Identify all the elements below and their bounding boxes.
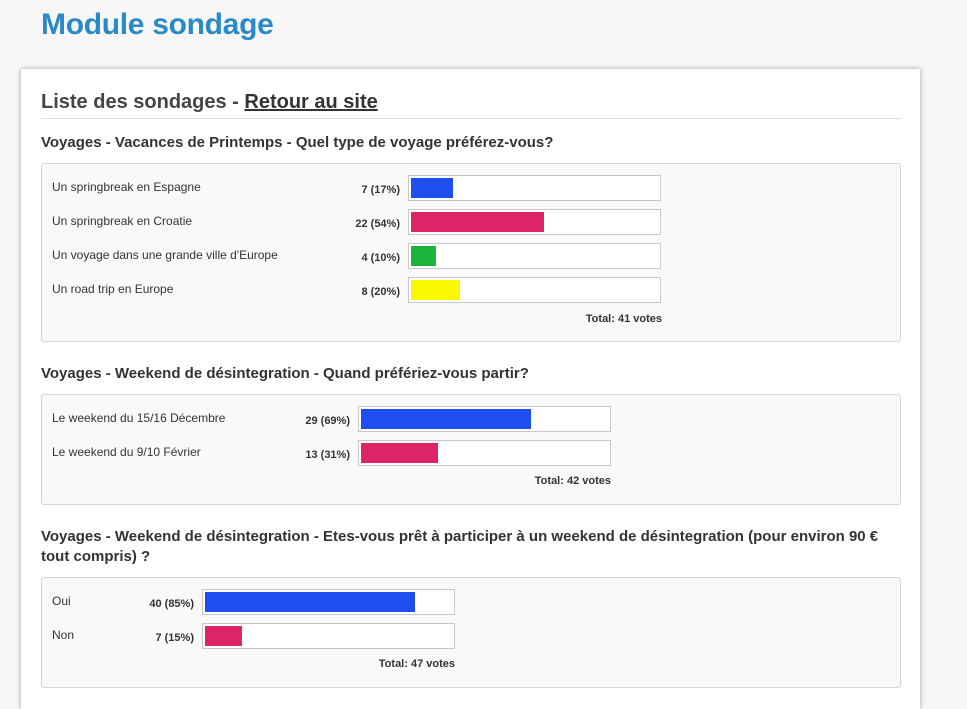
option-label: Non <box>52 628 75 642</box>
poll-2: Voyages - Weekend de désintegration - Qu… <box>41 364 901 505</box>
result-bar-fill <box>411 246 436 266</box>
result-bar <box>202 589 455 615</box>
result-bar-fill <box>205 592 415 612</box>
poll-option: Oui 40 (85%) <box>42 589 900 623</box>
option-label: Un voyage dans une grande ville d'Europe <box>52 248 278 262</box>
result-bar-fill <box>205 626 242 646</box>
poll-1: Voyages - Vacances de Printemps - Quel t… <box>41 133 901 342</box>
poll-option: Non 7 (15%) <box>42 623 900 657</box>
result-bar <box>408 243 661 269</box>
option-label: Un springbreak en Espagne <box>52 180 201 194</box>
polls-panel: Liste des sondages - Retour au site Voya… <box>21 69 920 709</box>
result-bar-fill <box>411 178 453 198</box>
result-bar <box>408 175 661 201</box>
result-bar <box>202 623 455 649</box>
result-bar-fill <box>361 409 531 429</box>
option-count: 40 (85%) <box>149 598 194 610</box>
option-count: 29 (69%) <box>305 415 350 427</box>
poll-option: Un springbreak en Espagne 7 (17%) <box>42 175 900 209</box>
result-bar <box>358 440 611 466</box>
option-count: 7 (15%) <box>155 632 194 644</box>
poll-list-title: Liste des sondages - <box>41 91 245 113</box>
option-label: Un springbreak en Croatie <box>52 214 193 228</box>
result-bar-fill <box>411 280 460 300</box>
total-votes: Total: 41 votes <box>585 313 662 325</box>
poll-question: Voyages - Weekend de désintegration - Et… <box>41 528 879 565</box>
back-to-site-link[interactable]: Retour au site <box>244 91 378 113</box>
total-votes: Total: 47 votes <box>378 658 455 670</box>
option-count: 7 (17%) <box>361 184 400 196</box>
option-count: 4 (10%) <box>361 252 400 264</box>
poll-question: Voyages - Weekend de désintegration - Qu… <box>41 365 529 382</box>
result-bar <box>408 209 661 235</box>
poll-option: Le weekend du 9/10 Février 13 (31%) <box>42 440 900 474</box>
poll-results: Un springbreak en Espagne 7 (17%) Un spr… <box>41 163 901 342</box>
option-count: 13 (31%) <box>305 449 350 461</box>
result-bar-fill <box>411 212 544 232</box>
page-title: Module sondage <box>41 8 274 41</box>
poll-option: Un road trip en Europe 8 (20%) <box>42 277 900 311</box>
result-bar-fill <box>361 443 438 463</box>
option-count: 8 (20%) <box>361 286 400 298</box>
total-votes: Total: 42 votes <box>534 475 611 487</box>
poll-option: Un springbreak en Croatie 22 (54%) <box>42 209 900 243</box>
option-label: Le weekend du 15/16 Décembre <box>52 411 226 425</box>
option-label: Le weekend du 9/10 Février <box>52 445 201 459</box>
poll-list-heading: Liste des sondages - Retour au site <box>41 91 901 119</box>
option-label: Un road trip en Europe <box>52 282 174 296</box>
result-bar <box>358 406 611 432</box>
result-bar <box>408 277 661 303</box>
option-count: 22 (54%) <box>355 218 400 230</box>
poll-results: Oui 40 (85%) Non 7 (15%) Total: 47 votes <box>41 577 901 688</box>
poll-option: Le weekend du 15/16 Décembre 29 (69%) <box>42 406 900 440</box>
poll-option: Un voyage dans une grande ville d'Europe… <box>42 243 900 277</box>
poll-3: Voyages - Weekend de désintegration - Et… <box>41 527 901 688</box>
poll-question: Voyages - Vacances de Printemps - Quel t… <box>41 134 554 151</box>
poll-results: Le weekend du 15/16 Décembre 29 (69%) Le… <box>41 394 901 505</box>
option-label: Oui <box>52 594 71 608</box>
